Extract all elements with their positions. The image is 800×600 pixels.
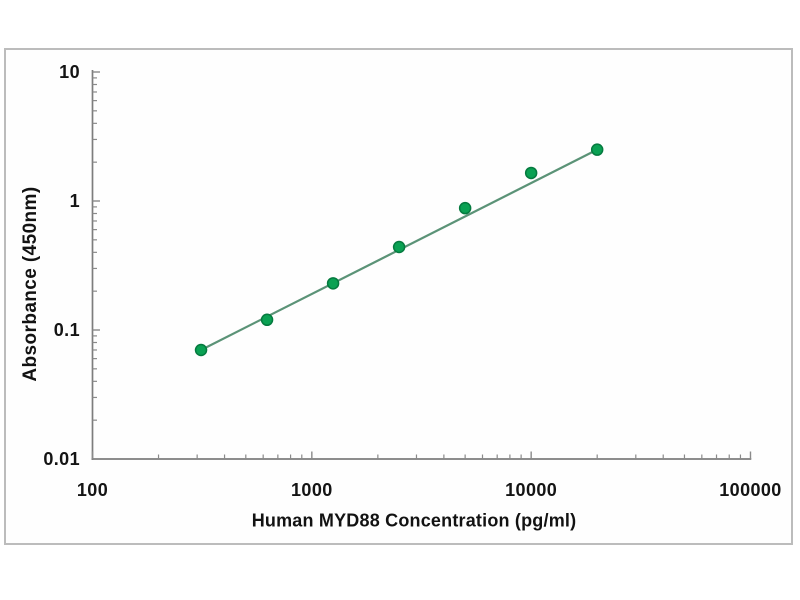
data-point — [194, 343, 208, 357]
y-tick-label: 1 — [70, 191, 80, 211]
data-point — [458, 201, 472, 215]
y-tick-label: 0.1 — [54, 320, 80, 340]
y-tick-label: 0.01 — [43, 449, 80, 469]
data-point — [590, 143, 604, 156]
data-point — [524, 166, 538, 180]
chart-image-frame — [4, 48, 793, 545]
x-tick-label: 100000 — [719, 480, 781, 500]
x-tick-label: 1000 — [291, 480, 333, 500]
data-point — [260, 313, 274, 327]
x-tick-label: 100 — [77, 480, 108, 500]
data-point — [392, 240, 406, 254]
y-axis-title: Absorbance (450nm) — [20, 186, 41, 382]
x-tick-label: 10000 — [505, 480, 557, 500]
x-axis-title: Human MYD88 Concentration (pg/ml) — [251, 510, 577, 531]
y-tick-label: 10 — [59, 62, 80, 82]
data-point — [326, 277, 340, 290]
